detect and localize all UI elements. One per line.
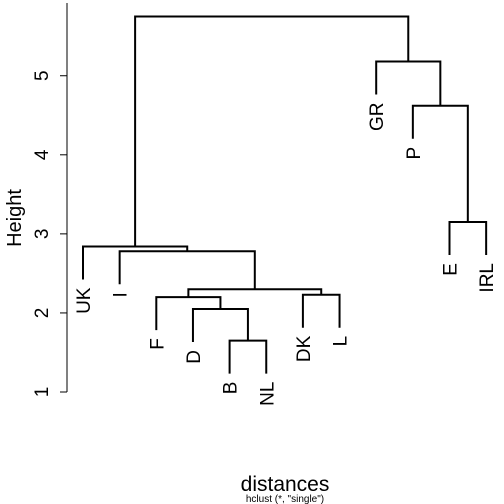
merge-link: [118, 250, 256, 290]
leaf-label: GR: [367, 103, 388, 132]
leaf-label: B: [221, 382, 242, 395]
y-tick-label: 2: [32, 308, 53, 319]
y-axis-label: Height: [4, 189, 26, 247]
leaf-label: NL: [257, 382, 278, 406]
merge-link: [375, 60, 442, 106]
merge-link: [301, 293, 341, 328]
leaf-label: D: [184, 350, 205, 364]
merge-link: [134, 15, 410, 247]
leaf-label: P: [404, 147, 425, 160]
merge-link: [155, 296, 222, 331]
leaf-label: F: [147, 338, 168, 350]
merge-link: [448, 221, 488, 256]
leaf-label: UK: [74, 287, 95, 314]
y-tick-label: 5: [32, 70, 53, 81]
y-tick-label: 3: [32, 229, 53, 240]
merge-link: [191, 307, 249, 342]
leaf-label: L: [331, 336, 352, 347]
leaf-label: I: [111, 292, 132, 297]
leaf-label: E: [441, 263, 462, 276]
merge-link: [411, 104, 469, 223]
chart-title: distances: [241, 473, 330, 496]
chart-subtitle: hclust (*, "single"): [246, 494, 324, 504]
leaf-label: IRL: [477, 263, 498, 293]
merge-link: [187, 288, 323, 298]
y-tick-label: 1: [32, 387, 53, 398]
leaf-label: DK: [294, 335, 315, 362]
merge-link: [228, 339, 268, 374]
y-tick-label: 4: [32, 149, 53, 160]
